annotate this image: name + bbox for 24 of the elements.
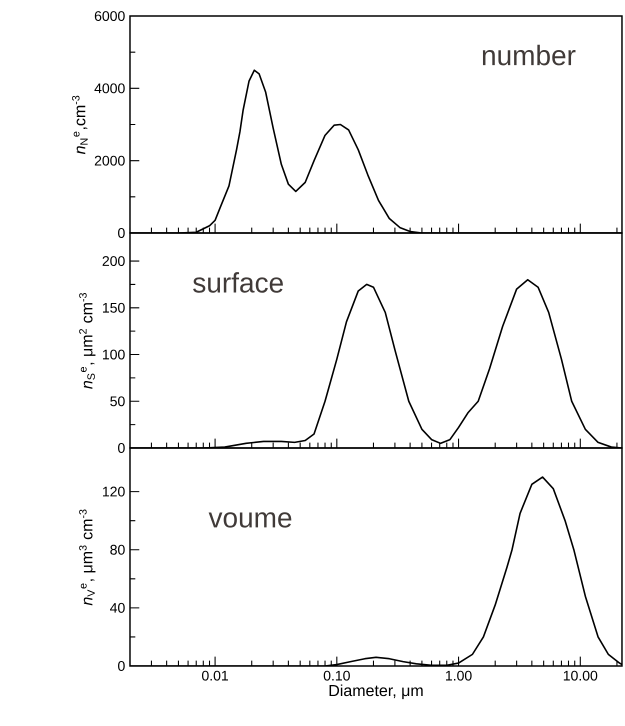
annotation: voume (208, 512, 292, 528)
y-axis-title: n$_{N}$$^{e}$,cm$^{-3}$ (72, 96, 88, 154)
y-tick-label: 200 (102, 256, 125, 266)
y-tick-label: 40 (110, 602, 125, 613)
annotation: surface (193, 272, 283, 293)
y-tick-label: 80 (110, 544, 125, 555)
annotation: number (482, 44, 576, 66)
y-axis-title: n$_{V}$$^{e}$, μm$^{3}$ cm$^{-3}$ (79, 510, 96, 606)
y-axis-title: n$_{S}$$^{e}$, μm$^{2}$ cm$^{-3}$ (79, 293, 96, 389)
x-tick-label: 0.10 (324, 670, 350, 681)
x-tick-label: 0.01 (202, 670, 228, 681)
x-axis-title: Diameter, μm (330, 684, 423, 700)
x-tick-label: 10.00 (564, 670, 598, 681)
y-tick-label: 50 (110, 396, 125, 406)
y-tick-label: 4000 (94, 83, 125, 94)
y-tick-label: 2000 (94, 156, 125, 166)
y-tick-label: 120 (102, 486, 125, 497)
y-tick-label: 0 (118, 661, 125, 671)
y-tick-label: 100 (102, 350, 125, 360)
y-tick-label: 0 (118, 228, 125, 238)
y-tick-label: 6000 (94, 11, 125, 21)
x-tick-label: 1.00 (446, 670, 472, 681)
y-tick-label: 150 (102, 302, 125, 313)
y-tick-label: 0 (118, 443, 125, 453)
